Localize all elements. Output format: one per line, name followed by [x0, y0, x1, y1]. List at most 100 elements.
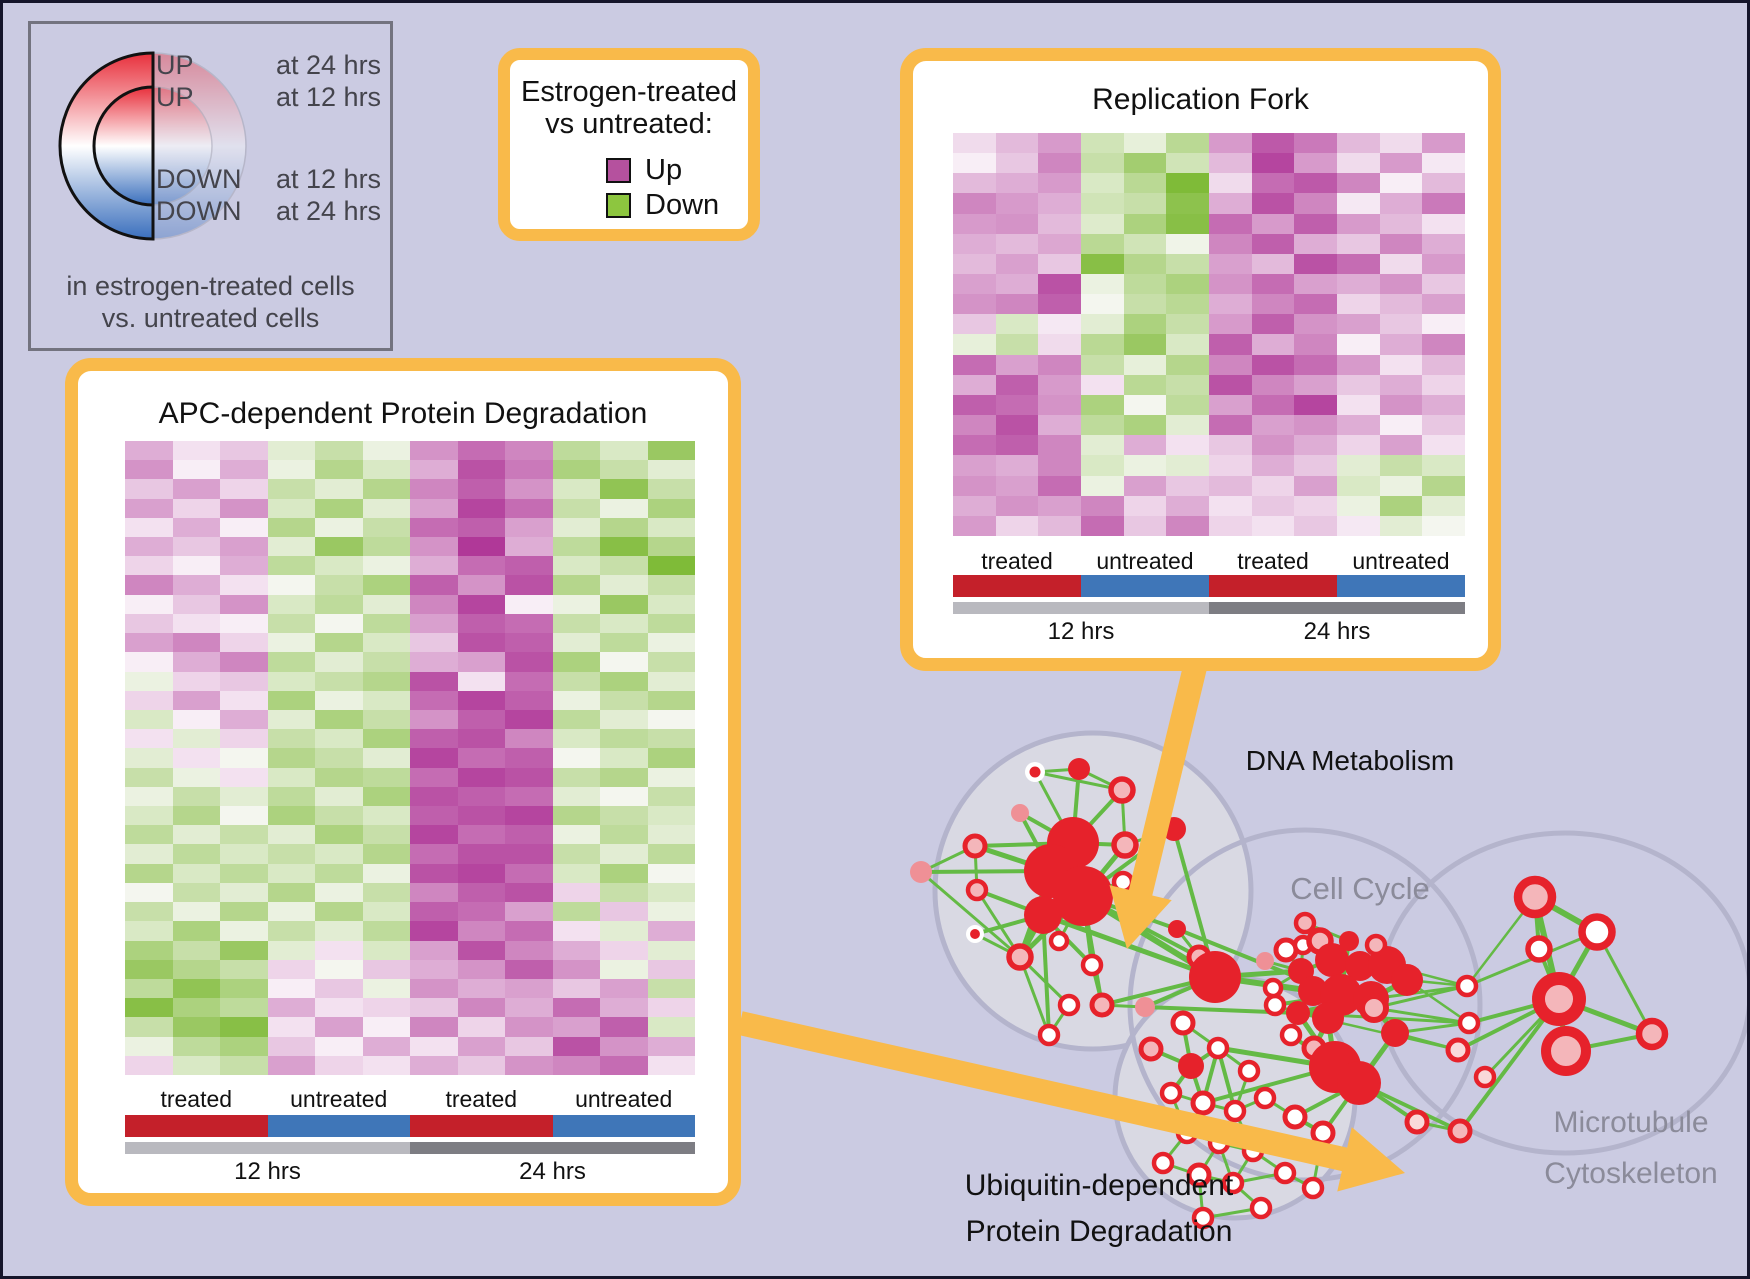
heatmap-cell [600, 786, 648, 807]
heatmap-cell [125, 709, 173, 730]
heatmap-cell [125, 652, 173, 672]
network-node [1037, 1023, 1061, 1047]
network-node [1404, 1109, 1430, 1135]
heatmap-cell [953, 394, 996, 416]
heatmap-cell [125, 959, 173, 979]
time-label-24hrs: 24 hrs [1303, 618, 1371, 645]
heatmap-cell [267, 1055, 315, 1075]
heatmap-cell [362, 825, 410, 845]
heatmap-cell [410, 863, 458, 883]
heatmap-cell [362, 498, 410, 518]
heatmap-cell [315, 556, 363, 576]
heatmap-cell [647, 690, 695, 710]
heatmap-cell [457, 882, 505, 903]
heatmap-cell [552, 479, 600, 499]
heatmap-cell [125, 978, 173, 999]
heatmap-cell [600, 825, 648, 845]
network-node [1168, 920, 1186, 938]
legend-dir-up-24: UP [156, 50, 194, 80]
apc-heatmap [125, 441, 695, 1075]
heatmap-cell [267, 844, 315, 864]
heatmap-cell [1294, 515, 1337, 536]
heatmap-cell [315, 652, 363, 672]
network-node [1541, 1026, 1591, 1076]
heatmap-cell [362, 978, 410, 999]
heatmap-cell [505, 1055, 553, 1075]
heatmap-cell [600, 767, 648, 787]
replication-fork-heatmap [953, 133, 1465, 536]
heatmap-cell [267, 998, 315, 1018]
heatmap-cell [1209, 314, 1252, 335]
heatmap-cell [552, 613, 600, 634]
network-node [1151, 1151, 1175, 1175]
network-node [1345, 951, 1375, 981]
heatmap-cell [1251, 374, 1295, 395]
heatmap-cell [1337, 294, 1380, 315]
network-node [1249, 1196, 1273, 1220]
heatmap-cell [1379, 253, 1423, 275]
circle-legend-box: UP at 24 hrs UP at 12 hrs DOWN at 12 hrs… [28, 21, 393, 351]
heatmap-cell [600, 806, 648, 826]
heatmap-cell [552, 998, 600, 1018]
heatmap-cell [172, 863, 220, 883]
heatmap-cell [1209, 455, 1252, 476]
heatmap-cell [647, 882, 695, 903]
heatmap-cell [457, 594, 505, 614]
heatmap-cell [1379, 435, 1423, 456]
heatmap-cell [125, 825, 173, 845]
heatmap-cell [953, 233, 996, 254]
heatmap-cell [267, 825, 315, 845]
heatmap-cell [362, 517, 410, 538]
heatmap-cell [600, 863, 648, 883]
heatmap-cell [1422, 415, 1465, 436]
heatmap-cell [505, 998, 553, 1018]
heatmap-cell [1379, 495, 1423, 516]
heatmap-cell [1166, 253, 1209, 275]
heatmap-cell [220, 517, 268, 538]
heatmap-cell [267, 613, 315, 634]
heatmap-cell [647, 959, 695, 979]
group-label: untreated [1352, 548, 1450, 574]
network-node [1178, 1053, 1204, 1079]
heatmap-cell [220, 940, 268, 960]
heatmap-cell [172, 767, 220, 787]
heatmap-cell [600, 709, 648, 730]
heatmap-cell [600, 575, 648, 595]
heatmap-cell [315, 863, 363, 883]
heatmap-cell [1251, 153, 1295, 174]
heatmap-cell [1081, 475, 1124, 496]
heatmap-cell [220, 652, 268, 672]
heatmap-cell [172, 633, 220, 653]
network-node [1513, 875, 1557, 919]
heatmap-cell [1123, 354, 1167, 375]
network-node [1293, 911, 1317, 935]
network-edge [1034, 770, 1123, 792]
heatmap-cell [1422, 435, 1465, 456]
heatmap-cell [1038, 475, 1081, 496]
heatmap-cell [647, 978, 695, 999]
heatmap-cell [1123, 213, 1167, 234]
heatmap-cell [362, 998, 410, 1018]
heatmap-cell [1337, 415, 1380, 436]
heatmap-cell [953, 193, 996, 214]
heatmap-cell [267, 786, 315, 807]
heatmap-cell [1081, 354, 1124, 375]
heatmap-cell [647, 902, 695, 922]
heatmap-cell [267, 921, 315, 941]
heatmap-cell [1209, 394, 1252, 416]
heatmap-cell [505, 1036, 553, 1056]
heatmap-cell [1123, 173, 1167, 194]
heatmap-cell [1081, 455, 1124, 476]
heatmap-cell [1038, 455, 1081, 476]
heatmap-cell [600, 479, 648, 499]
heatmap-cell [1081, 253, 1124, 275]
heatmap-cell [172, 498, 220, 518]
heatmap-cell [552, 690, 600, 710]
network-node [1057, 993, 1081, 1017]
heatmap-cell [457, 998, 505, 1018]
heatmap-cell [1337, 193, 1380, 214]
heatmap-cell [457, 729, 505, 749]
heatmap-cell [362, 882, 410, 903]
heatmap-cell [410, 575, 458, 595]
heatmap-cell [1379, 374, 1423, 395]
